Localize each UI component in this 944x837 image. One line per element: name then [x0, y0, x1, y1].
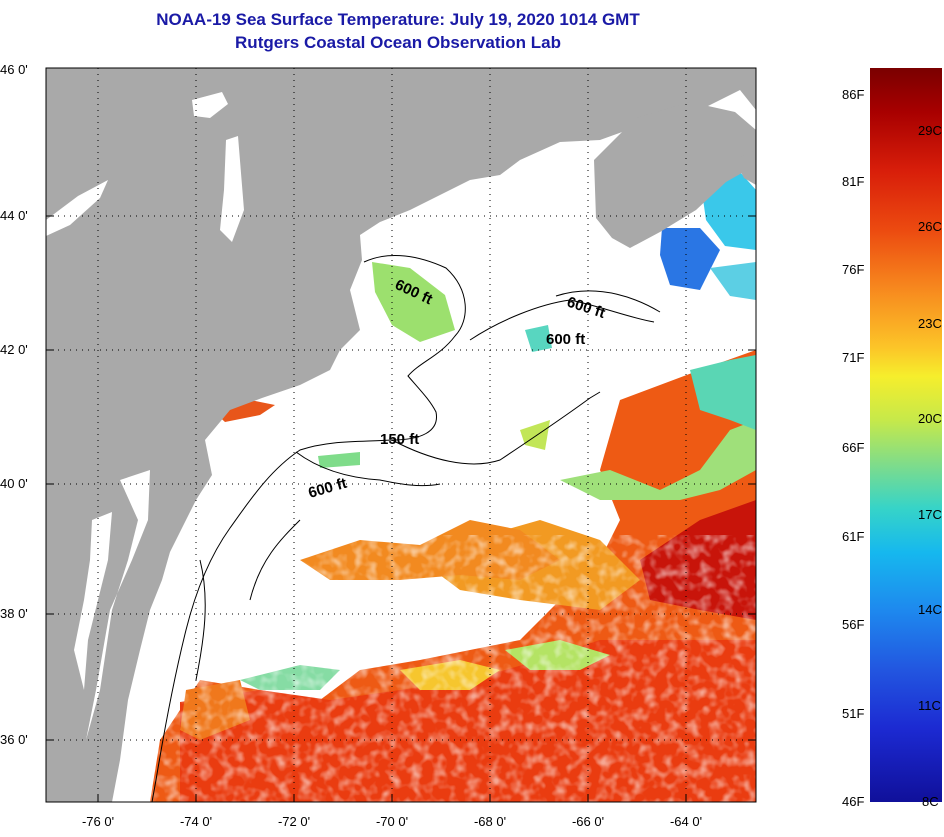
- colorbar-c-11: 11C: [918, 698, 941, 713]
- land-mass: [46, 68, 756, 802]
- graticule: [46, 68, 756, 802]
- lat-label-44: 44 0': [0, 208, 28, 223]
- lat-label-36: 36 0': [0, 732, 28, 747]
- colorbar-c-8: 8C: [922, 794, 939, 809]
- colorbar-f-51: 51F: [842, 706, 865, 721]
- lat-label-42: 42 0': [0, 342, 28, 357]
- temperature-colorbar: [870, 68, 942, 802]
- lon-label-66: -66 0': [571, 814, 605, 829]
- lon-label-64: -64 0': [669, 814, 703, 829]
- lat-label-40: 40 0': [0, 476, 28, 491]
- colorbar-f-71: 71F: [842, 350, 865, 365]
- map-frame: [45, 67, 757, 803]
- lon-label-76: -76 0': [81, 814, 115, 829]
- isobath-lines: [151, 254, 661, 802]
- map-subtitle: Rutgers Coastal Ocean Observation Lab: [235, 33, 561, 52]
- colorbar-f-86: 86F: [842, 87, 865, 102]
- map-title: NOAA-19 Sea Surface Temperature: July 19…: [156, 10, 640, 29]
- map-plot-area: 600 ft 600 ft 600 ft 150 ft 600 ft: [46, 68, 756, 802]
- lat-label-38: 38 0': [0, 606, 28, 621]
- lon-label-74: -74 0': [179, 814, 213, 829]
- isobath-label-georges-b: 600 ft: [546, 331, 585, 348]
- lon-label-68: -68 0': [473, 814, 507, 829]
- sst-warm-region: [150, 350, 756, 802]
- colorbar-c-20: 20C: [918, 411, 942, 426]
- isobath-label-shelf-150: 150 ft: [380, 431, 419, 448]
- lat-label-46: 46 0': [0, 62, 28, 77]
- lon-label-72: -72 0': [277, 814, 311, 829]
- colorbar-f-76: 76F: [842, 262, 865, 277]
- colorbar-c-17: 17C: [918, 507, 942, 522]
- colorbar-f-81: 81F: [842, 174, 865, 189]
- colorbar-c-14: 14C: [918, 602, 942, 617]
- colorbar-f-46: 46F: [842, 794, 865, 809]
- colorbar-c-26: 26C: [918, 219, 942, 234]
- colorbar-f-66: 66F: [842, 440, 865, 455]
- colorbar-c-23: 23C: [918, 316, 942, 331]
- colorbar-c-29: 29C: [918, 123, 942, 138]
- axis-ticks: [46, 215, 756, 802]
- colorbar-f-61: 61F: [842, 529, 865, 544]
- colorbar-f-56: 56F: [842, 617, 865, 632]
- lon-label-70: -70 0': [375, 814, 409, 829]
